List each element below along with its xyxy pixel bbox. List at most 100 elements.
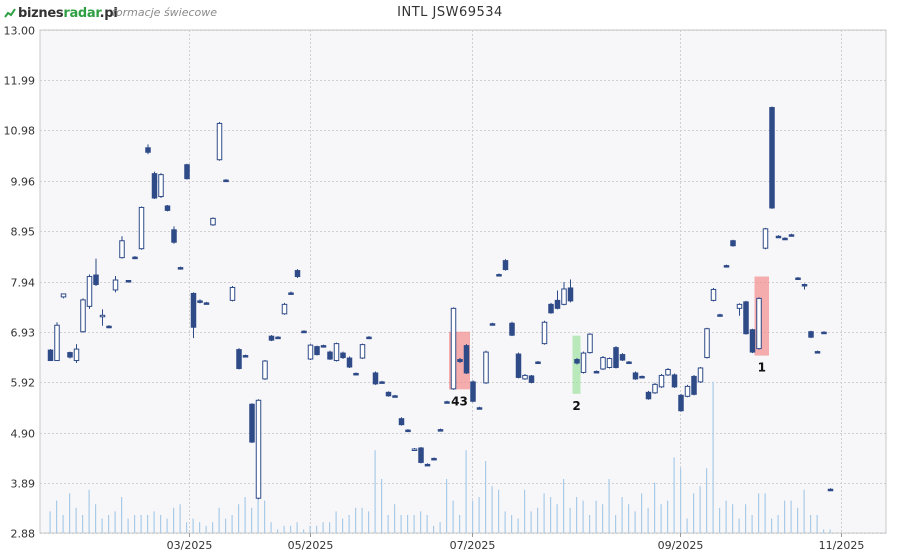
volume-bar	[283, 525, 285, 533]
candle-bullish	[580, 352, 587, 373]
volume-bar	[205, 525, 207, 533]
volume-bar	[270, 522, 272, 533]
candle-bullish	[561, 288, 567, 305]
candle-bearish	[775, 235, 782, 239]
y-tick-label: 10.98	[4, 125, 36, 138]
volume-bar	[738, 518, 740, 533]
volume-bar	[719, 507, 721, 533]
volume-bar	[465, 450, 467, 533]
volume-bar	[680, 468, 682, 533]
candle-bearish	[385, 391, 392, 397]
volume-bar	[426, 515, 428, 533]
volume-bar	[771, 518, 773, 533]
logo-radar: radar	[63, 5, 100, 21]
volume-bar	[439, 522, 441, 533]
candle-bearish	[795, 277, 801, 281]
volume-bar	[764, 493, 766, 533]
candle-bullish	[333, 343, 340, 362]
candle-bearish	[567, 287, 574, 302]
volume-bar	[160, 515, 162, 533]
candle-bullish	[262, 360, 268, 380]
candle-bearish	[275, 336, 281, 340]
candle-bearish	[749, 329, 756, 353]
candle-bearish	[236, 349, 242, 369]
chart-title: INTL JSW69534	[397, 5, 503, 20]
volume-bar	[244, 497, 246, 533]
candle-bearish	[418, 447, 424, 463]
candle-bearish	[717, 314, 723, 317]
candle-bullish	[307, 344, 314, 360]
candle-bullish	[210, 217, 216, 226]
volume-bar	[95, 504, 97, 533]
candle-bullish	[359, 344, 366, 359]
volume-bar	[309, 525, 311, 533]
volume-bar	[556, 504, 558, 533]
x-tick-label: 05/2025	[288, 539, 334, 552]
candle-bullish	[665, 368, 671, 376]
volume-bar	[69, 493, 71, 533]
volume-bar	[615, 515, 617, 533]
volume-bar	[641, 493, 643, 533]
volume-bar	[543, 493, 545, 533]
volume-bar	[251, 507, 253, 533]
candle-bearish	[814, 351, 821, 354]
candle-bearish	[242, 355, 249, 358]
candle-bearish	[398, 418, 405, 426]
candle-bearish	[366, 336, 372, 340]
volume-bar	[452, 500, 454, 533]
volume-bar	[400, 515, 402, 533]
candle-bullish	[99, 314, 106, 318]
volume-bar	[225, 518, 227, 533]
candle-bearish	[145, 147, 151, 153]
volume-bar	[504, 511, 506, 533]
candle-bullish	[697, 367, 704, 383]
candle-bearish	[431, 457, 437, 461]
pattern-highlight	[572, 335, 581, 394]
candle-bearish	[405, 429, 411, 433]
candle-bullish	[710, 288, 717, 301]
candle-bearish	[294, 270, 301, 278]
candle-bearish	[632, 372, 639, 380]
volume-bar	[127, 518, 129, 533]
candle-bullish	[281, 303, 288, 315]
volume-bar	[485, 461, 487, 533]
candle-bearish	[93, 274, 99, 285]
volume-bar	[394, 504, 396, 533]
volume-bar	[595, 500, 597, 533]
volume-bar	[628, 504, 630, 533]
volume-bar	[478, 497, 480, 533]
candle-bearish	[379, 381, 385, 384]
candle-bearish	[782, 237, 788, 241]
volume-bar	[602, 504, 604, 533]
candle-bearish	[125, 280, 132, 283]
volume-bar	[231, 515, 233, 533]
candle-bullish	[600, 357, 606, 370]
candle-bearish	[177, 267, 184, 270]
volume-bar	[810, 515, 812, 533]
candle-bearish	[151, 173, 158, 199]
volume-bar	[218, 507, 220, 533]
volume-bar	[355, 507, 357, 533]
candle-bearish	[197, 300, 203, 303]
candle-bearish	[372, 372, 379, 385]
volume-bar	[459, 515, 461, 533]
pattern-label: 2	[572, 399, 580, 413]
volume-bar	[790, 500, 792, 533]
volume-bar	[49, 511, 51, 533]
volume-bar	[134, 515, 136, 533]
chart-trend-icon	[4, 8, 16, 18]
candle-bullish	[450, 307, 457, 390]
volume-bar	[784, 500, 786, 533]
logo[interactable]: biznesradar.pl	[4, 4, 118, 22]
x-tick-label: 09/2025	[658, 539, 704, 552]
volume-bar	[693, 493, 695, 533]
candle-bearish	[353, 372, 359, 376]
volume-bar	[368, 511, 370, 533]
candle-bullish	[762, 228, 769, 249]
volume-bar	[777, 515, 779, 533]
candle-bearish	[788, 234, 795, 237]
candle-bearish	[743, 301, 749, 335]
volume-bar	[322, 522, 324, 533]
volume-bar	[62, 515, 64, 533]
volume-bar	[348, 515, 350, 533]
